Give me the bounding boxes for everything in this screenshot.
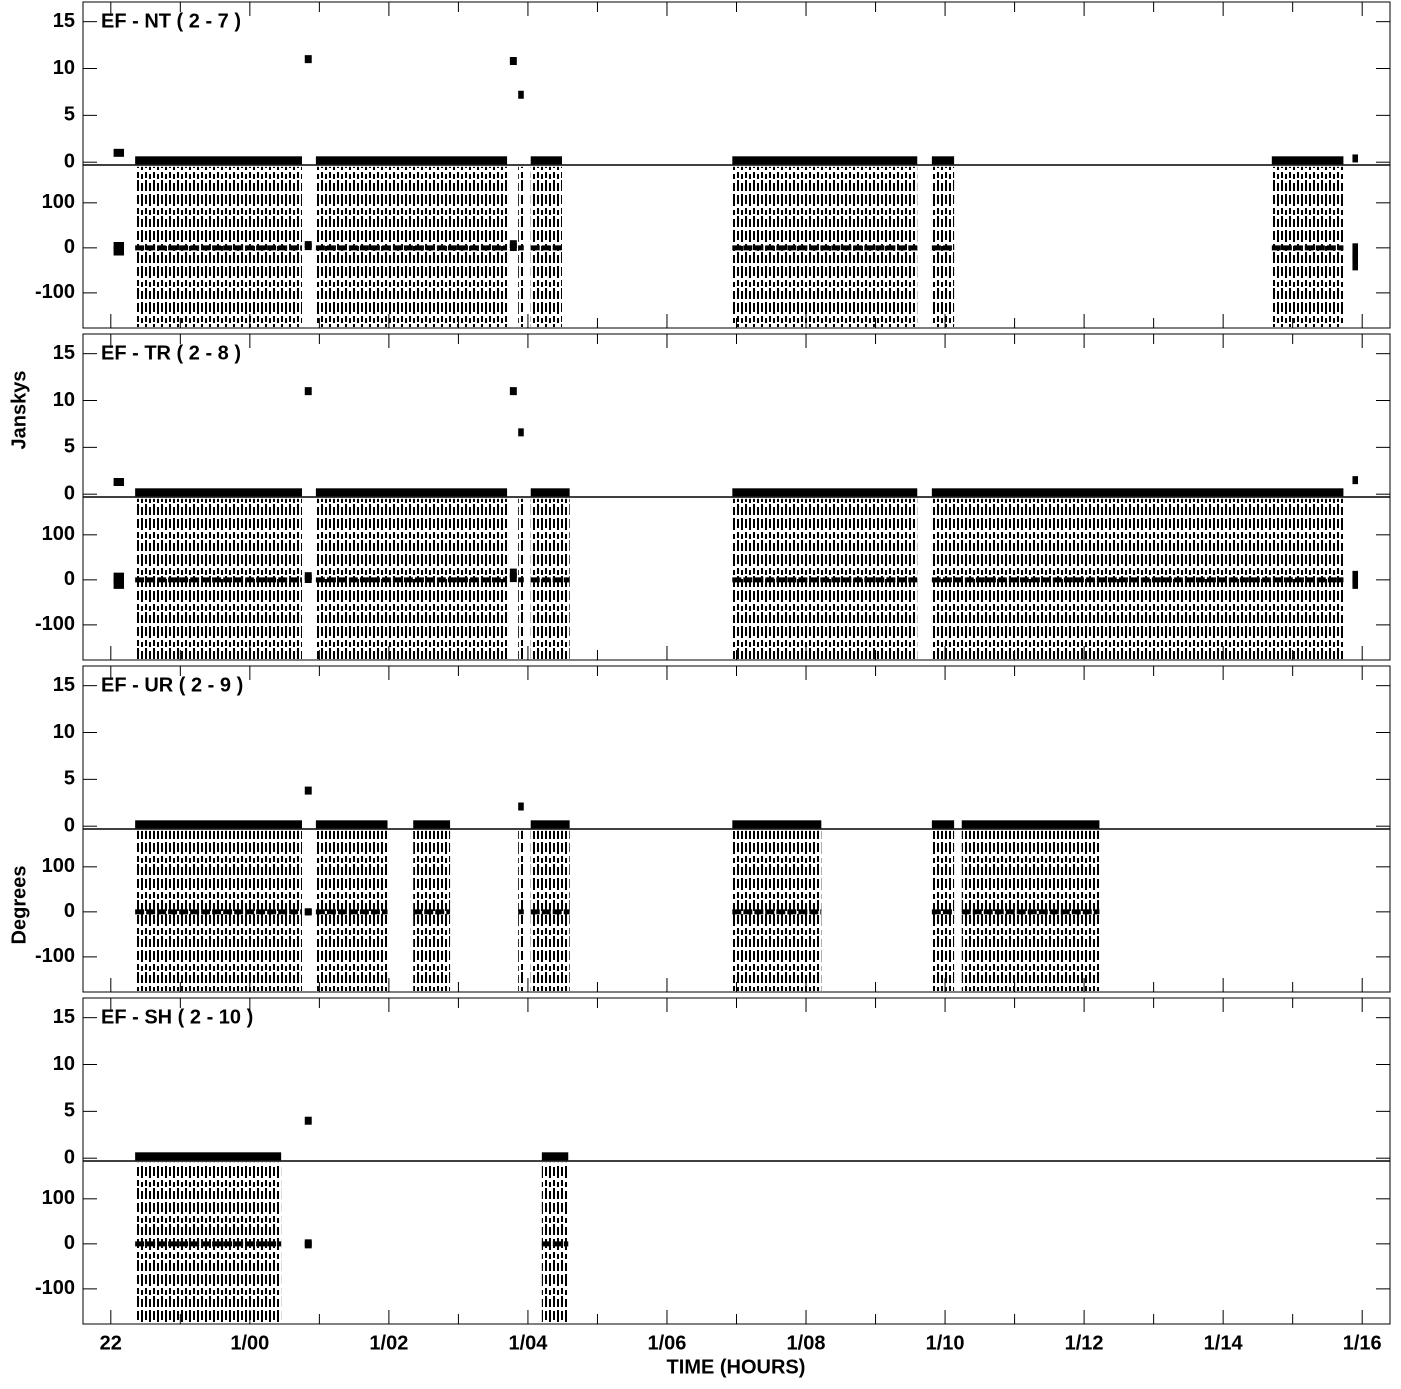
y-axis-label: Degrees bbox=[8, 866, 30, 945]
x-tick-label: 1/04 bbox=[508, 1332, 548, 1354]
amplitude-scan bbox=[304, 1116, 312, 1125]
amplitude-scan bbox=[931, 820, 955, 829]
y-tick-label: 15 bbox=[53, 10, 75, 32]
x-tick-label: 1/14 bbox=[1204, 1332, 1244, 1354]
y-tick-label: -100 bbox=[35, 281, 75, 303]
amplitude-scan bbox=[961, 820, 1100, 829]
amplitude-scan bbox=[1271, 156, 1344, 165]
x-tick-label: 1/16 bbox=[1343, 1332, 1382, 1354]
y-tick-label: 100 bbox=[42, 855, 75, 877]
x-tick-label: 1/08 bbox=[787, 1332, 826, 1354]
x-tick-label: 1/02 bbox=[369, 1332, 408, 1354]
amplitude-scan bbox=[315, 488, 508, 497]
y-tick-label: 10 bbox=[53, 57, 75, 79]
x-axis-label: TIME (HOURS) bbox=[667, 1356, 806, 1378]
amplitude-scan bbox=[413, 820, 451, 829]
y-tick-label: 0 bbox=[64, 900, 75, 922]
amplitude-scan bbox=[304, 786, 312, 795]
amplitude-scan bbox=[518, 428, 524, 437]
x-tick-label: 1/10 bbox=[926, 1332, 965, 1354]
amplitude-scan bbox=[1352, 154, 1359, 163]
y-tick-label: 5 bbox=[64, 768, 75, 790]
y-tick-label: -100 bbox=[35, 945, 75, 967]
amplitude-scan bbox=[541, 1152, 569, 1161]
x-tick-label: 1/06 bbox=[648, 1332, 687, 1354]
amplitude-scan bbox=[732, 488, 918, 497]
amplitude-scan bbox=[135, 488, 302, 497]
amplitude-scan bbox=[530, 488, 570, 497]
y-tick-label: 15 bbox=[53, 674, 75, 696]
amplitude-scan bbox=[931, 156, 955, 165]
y-tick-label: 5 bbox=[64, 436, 75, 458]
y-tick-label: 0 bbox=[64, 1146, 75, 1168]
panel-label: EF - TR ( 2 - 8 ) bbox=[101, 342, 241, 364]
y-tick-label: 0 bbox=[64, 150, 75, 172]
amplitude-scan bbox=[304, 55, 312, 64]
amplitude-scan bbox=[509, 57, 517, 66]
y-tick-label: 15 bbox=[53, 1006, 75, 1028]
amplitude-scan bbox=[113, 148, 125, 157]
amplitude-scan bbox=[732, 156, 918, 165]
amplitude-scan bbox=[518, 90, 524, 99]
y-tick-label: 100 bbox=[42, 523, 75, 545]
y-tick-label: 5 bbox=[64, 104, 75, 126]
y-tick-label: 0 bbox=[64, 814, 75, 836]
amplitude-scan bbox=[530, 156, 563, 165]
panel-label: EF - SH ( 2 - 10 ) bbox=[101, 1006, 253, 1028]
amplitude-scan bbox=[304, 387, 312, 396]
x-tick-label: 22 bbox=[100, 1332, 122, 1354]
panel-label: EF - UR ( 2 - 9 ) bbox=[101, 674, 243, 696]
y-tick-label: -100 bbox=[35, 1277, 75, 1299]
panel-label: EF - NT ( 2 - 7 ) bbox=[101, 10, 241, 32]
y-tick-label: 0 bbox=[64, 568, 75, 590]
x-tick-label: 1/12 bbox=[1065, 1332, 1104, 1354]
amplitude-scan bbox=[135, 1152, 282, 1161]
amplitude-scan bbox=[518, 802, 524, 811]
amplitude-scan bbox=[113, 478, 125, 487]
amplitude-scan bbox=[509, 387, 517, 396]
y-tick-label: -100 bbox=[35, 613, 75, 635]
y-tick-label: 0 bbox=[64, 236, 75, 258]
y-tick-label: 15 bbox=[53, 342, 75, 364]
amplitude-scan bbox=[135, 156, 302, 165]
y-tick-label: 100 bbox=[42, 1187, 75, 1209]
amplitude-scan bbox=[732, 820, 822, 829]
y-tick-label: 10 bbox=[53, 389, 75, 411]
amplitude-scan bbox=[931, 488, 1344, 497]
y-tick-label: 0 bbox=[64, 482, 75, 504]
amplitude-scan bbox=[315, 156, 508, 165]
y-tick-label: 10 bbox=[53, 721, 75, 743]
y-tick-label: 5 bbox=[64, 1100, 75, 1122]
amplitude-scan bbox=[1352, 476, 1359, 485]
amplitude-scan bbox=[135, 820, 302, 829]
y-tick-label: 0 bbox=[64, 1232, 75, 1254]
y-axis-label: Janskys bbox=[8, 371, 30, 450]
amplitude-scan bbox=[315, 820, 388, 829]
y-tick-label: 10 bbox=[53, 1053, 75, 1075]
amplitude-scan bbox=[530, 820, 570, 829]
y-tick-label: 100 bbox=[42, 191, 75, 213]
x-tick-label: 1/00 bbox=[230, 1332, 269, 1354]
